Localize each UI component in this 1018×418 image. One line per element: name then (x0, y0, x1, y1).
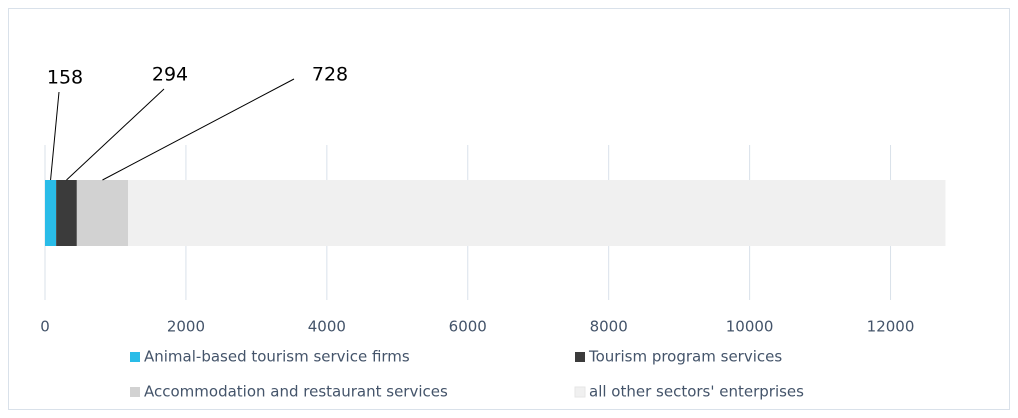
legend-label: Accommodation and restaurant services (144, 383, 448, 401)
leader-line (66, 88, 165, 181)
x-tick-label: 12000 (867, 318, 915, 336)
bar-segment (76, 180, 129, 246)
x-tick-label: 6000 (449, 318, 487, 336)
leader-line (102, 78, 295, 181)
bar-segment (45, 180, 57, 246)
leader-line (50, 91, 60, 181)
data-label: 158 (47, 67, 83, 89)
x-tick-label: 4000 (308, 318, 346, 336)
data-label: 294 (152, 64, 188, 86)
legend-swatch (130, 352, 140, 362)
legend-swatch (574, 386, 586, 398)
legend-label: Tourism program services (588, 348, 782, 366)
legend-label: Animal-based tourism service firms (144, 348, 410, 366)
x-tick-label: 0 (40, 318, 50, 336)
x-tick-label: 10000 (726, 318, 774, 336)
bar-segment (128, 180, 946, 246)
bar-segment (56, 180, 77, 246)
legend-swatch (130, 387, 140, 397)
legend-label: all other sectors' enterprises (589, 383, 804, 401)
x-tick-label: 8000 (590, 318, 628, 336)
data-label: 728 (312, 64, 348, 86)
x-tick-label: 2000 (167, 318, 205, 336)
legend-swatch (575, 352, 585, 362)
